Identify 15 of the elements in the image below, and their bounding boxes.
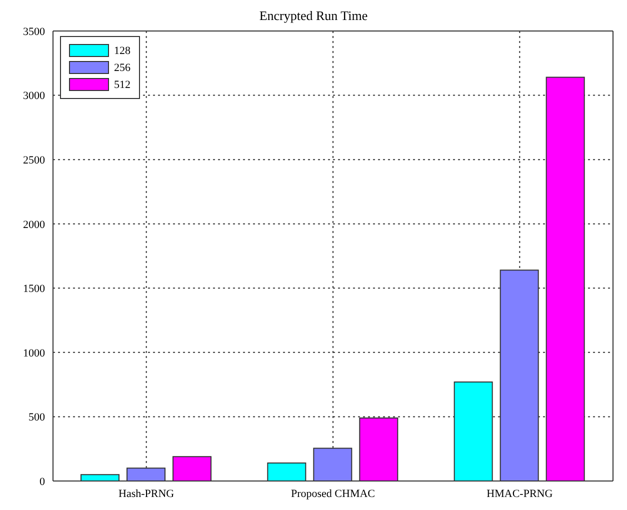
chart-title: Encrypted Run Time [258,8,369,24]
x-tick-label: Hash-PRNG [118,488,174,500]
y-tick-label: 2500 [23,154,46,166]
legend-label: 256 [114,62,130,74]
y-tick-label: 0 [40,476,46,488]
y-tick-label: 3000 [23,90,46,102]
y-tick-label: 1500 [23,283,46,296]
legend-label: 512 [114,78,130,90]
y-tick-label: 1000 [23,347,46,360]
y-tick-label: 500 [28,412,46,424]
legend-label: 128 [114,44,130,56]
y-tick-label: 3500 [23,26,46,38]
x-tick-label: Proposed CHMAC [290,488,376,500]
x-tick-label: HMAC-PRNG [486,488,553,500]
y-tick-label: 2000 [23,218,46,231]
